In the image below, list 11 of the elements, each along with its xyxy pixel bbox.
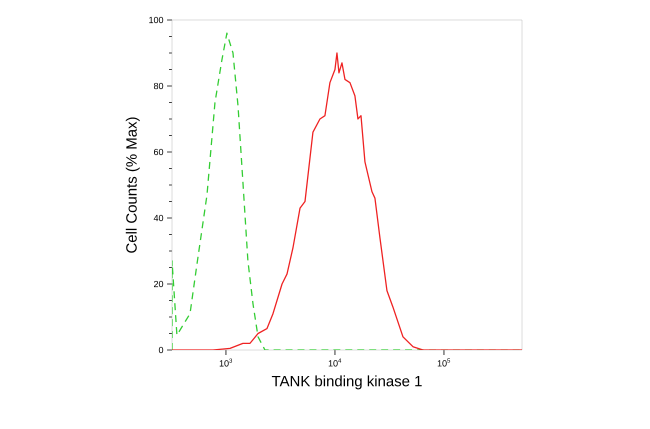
y-tick-label: 100 <box>149 16 164 24</box>
y-tick-label: 80 <box>154 82 164 90</box>
x-tick-label: 10$^{4}$ <box>328 358 342 367</box>
x-axis-title: TANK binding kinase 1 <box>272 375 422 390</box>
y-tick-label: 40 <box>154 214 164 222</box>
x-tick-label: 10$^{3}$ <box>220 358 232 367</box>
y-tick-label: 60 <box>154 148 164 156</box>
y-axis-title: Cell Counts (% Max) <box>126 117 140 253</box>
x-tick-label: 10$^{5}$ <box>438 358 450 367</box>
y-tick-label: 20 <box>154 280 164 288</box>
y-tick-label: 0 <box>158 346 164 354</box>
